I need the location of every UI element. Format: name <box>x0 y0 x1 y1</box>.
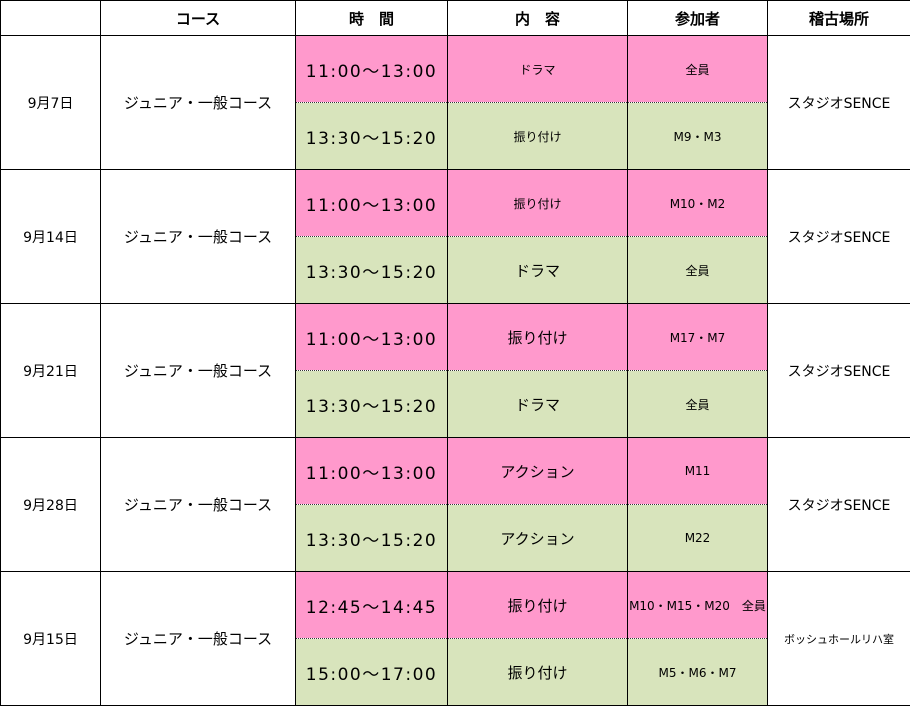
session-row: 13:30～15:20 ドラマ 全員 <box>1 236 910 304</box>
content-cell: 振り付け <box>447 571 628 639</box>
content-cell: ドラマ <box>447 236 628 304</box>
date-cell: 9月28日 <box>0 437 101 572</box>
participants-cell: M11 <box>627 437 768 505</box>
course-cell: ジュニア・一般コース <box>100 437 296 572</box>
content-cell: ドラマ <box>447 35 628 103</box>
date-cell: 9月21日 <box>0 303 101 438</box>
content-cell: 振り付け <box>447 303 628 371</box>
course-cell: ジュニア・一般コース <box>100 169 296 304</box>
place-cell: ボッシュホールリハ室 <box>767 571 910 706</box>
time-cell: 13:30～15:20 <box>295 504 448 572</box>
participants-cell: 全員 <box>627 236 768 304</box>
time-cell: 11:00～13:00 <box>295 303 448 371</box>
participants-cell: M10・M15・M20 全員 <box>627 571 768 639</box>
course-cell: ジュニア・一般コース <box>100 303 296 438</box>
time-cell: 11:00～13:00 <box>295 169 448 237</box>
time-cell: 11:00～13:00 <box>295 437 448 505</box>
participants-cell: 全員 <box>627 35 768 103</box>
participants-cell: M9・M3 <box>627 102 768 170</box>
content-cell: 振り付け <box>447 169 628 237</box>
date-cell: 9月14日 <box>0 169 101 304</box>
time-cell: 15:00～17:00 <box>295 638 448 706</box>
session-row: 9月28日 ジュニア・一般コース 11:00～13:00 アクション M11 スタジオSE… <box>0 437 910 572</box>
header-content: 内 容 <box>447 0 628 36</box>
participants-cell: M5・M6・M7 <box>627 638 768 706</box>
time-cell: 11:00～13:00 <box>295 35 448 103</box>
content-cell: 振り付け <box>447 102 628 170</box>
place-cell: スタジオSENCE <box>767 35 910 170</box>
date-cell: 9月7日 <box>0 35 101 170</box>
place-cell: スタジオSENCE <box>767 303 910 438</box>
session-row: 13:30～15:20 ドラマ 全員 <box>1 370 910 438</box>
participants-cell: 全員 <box>627 370 768 438</box>
session-row: 9月7日 ジュニア・一般コース 11:00～13:00 ドラマ 全員 スタジオSENCE <box>0 35 910 170</box>
time-cell: 12:45～14:45 <box>295 571 448 639</box>
header-time: 時 間 <box>295 0 448 36</box>
content-cell: アクション <box>447 437 628 505</box>
participants-cell: M10・M2 <box>627 169 768 237</box>
content-cell: アクション <box>447 504 628 572</box>
participants-cell: M22 <box>627 504 768 572</box>
date-cell: 9月15日 <box>0 571 101 706</box>
participants-cell: M17・M7 <box>627 303 768 371</box>
session-row: 13:30～15:20 アクション M22 <box>1 504 910 572</box>
time-cell: 13:30～15:20 <box>295 236 448 304</box>
course-cell: ジュニア・一般コース <box>100 35 296 170</box>
session-row: 9月15日 ジュニア・一般コース 12:45～14:45 振り付け M10・M15・M2… <box>0 571 910 706</box>
session-row: 13:30～15:20 振り付け M9・M3 <box>1 102 910 170</box>
place-cell: スタジオSENCE <box>767 437 910 572</box>
header-place: 稽古場所 <box>767 0 910 36</box>
header-row: コース 時 間 内 容 参加者 稽古場所 <box>0 0 910 36</box>
content-cell: 振り付け <box>447 638 628 706</box>
time-cell: 13:30～15:20 <box>295 102 448 170</box>
content-cell: ドラマ <box>447 370 628 438</box>
session-row: 9月14日 ジュニア・一般コース 11:00～13:00 振り付け M10・M2 スタジオ… <box>0 169 910 304</box>
time-cell: 13:30～15:20 <box>295 370 448 438</box>
header-participants: 参加者 <box>627 0 768 36</box>
session-row: 15:00～17:00 振り付け M5・M6・M7 <box>1 638 910 706</box>
header-blank <box>0 0 101 36</box>
course-cell: ジュニア・一般コース <box>100 571 296 706</box>
header-course: コース <box>100 0 296 36</box>
place-cell: スタジオSENCE <box>767 169 910 304</box>
session-row: 9月21日 ジュニア・一般コース 11:00～13:00 振り付け M17・M7 スタジオ… <box>0 303 910 438</box>
